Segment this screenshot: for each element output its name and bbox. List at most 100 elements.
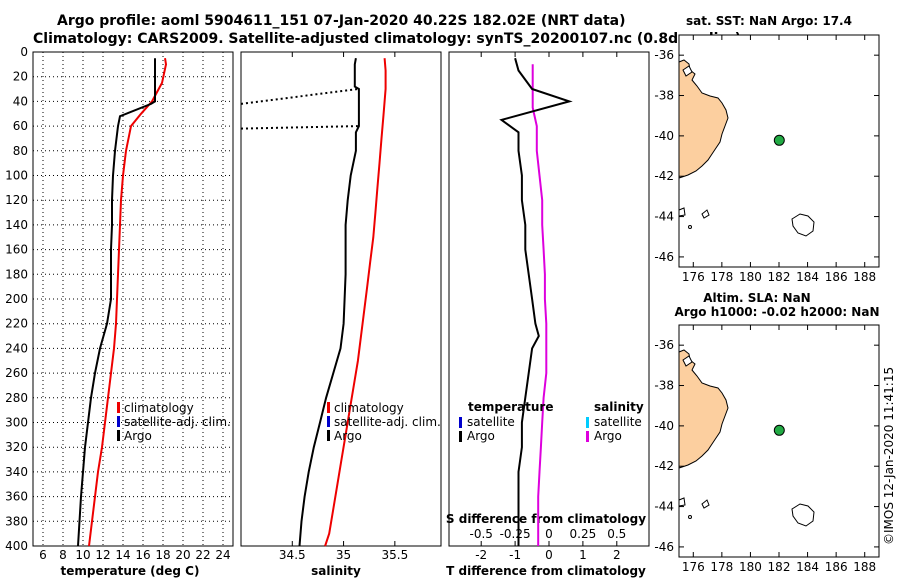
depth-tick-label: 240 <box>5 341 28 355</box>
depth-tick-label: 160 <box>5 243 28 257</box>
temperature-tick-label: 20 <box>175 548 190 562</box>
legend-label-satellite: satellite-adj. clim. <box>124 415 231 429</box>
difference-tick-marks <box>480 52 618 546</box>
depth-tick-label: 80 <box>13 144 28 158</box>
temperature-tick-label: 24 <box>215 548 230 562</box>
s-difference-tick-label: 0 <box>545 527 553 541</box>
latitude-tick-label: -42 <box>654 459 674 473</box>
latitude-tick-label: -36 <box>654 338 674 352</box>
temperature-tick-label: 10 <box>75 548 90 562</box>
depth-tick-label: 200 <box>5 292 28 306</box>
temperature-difference-argo-line <box>499 57 573 546</box>
longitude-tick-label: 184 <box>796 560 819 574</box>
temperature-axis-label: temperature (deg C) <box>61 564 200 578</box>
salinity-axis-label: salinity <box>311 564 361 578</box>
t-difference-tick-label: -2 <box>475 548 487 562</box>
depth-tick-label: 180 <box>5 267 28 281</box>
latitude-tick-label: -40 <box>654 129 674 143</box>
temperature-tick-label: 16 <box>135 548 150 562</box>
sla-map-latitude-ticks: -36 -38 -40 -42 -44 -46 <box>654 338 879 554</box>
legend-label-climatology: climatology <box>334 401 404 415</box>
depth-tick-label: 40 <box>13 94 28 108</box>
legend-swatch-argo <box>327 430 330 441</box>
latitude-tick-label: -36 <box>654 48 674 62</box>
temperature-panel: 0 20 40 60 80 100 120 140 160 180 200 220 240 260 280 3… <box>5 45 234 578</box>
sla-map-island <box>701 499 710 509</box>
t-difference-tick-label: -1 <box>509 548 521 562</box>
latitude-tick-label: -38 <box>654 379 674 393</box>
legend-swatch-climatology <box>327 402 330 413</box>
temperature-tick-label: 6 <box>39 548 47 562</box>
depth-tick-label: 20 <box>13 70 28 84</box>
depth-tick-label: 260 <box>5 366 28 380</box>
sla-map-panel: Altim. SLA: NaN Argo h1000: -0.02 h2000:… <box>654 291 879 574</box>
longitude-tick-label: 180 <box>739 560 762 574</box>
legend-title-salinity: salinity <box>594 400 644 414</box>
sla-map-longitude-ticks: 176 178 180 182 184 186 188 <box>682 325 876 574</box>
longitude-tick-label: 186 <box>825 270 848 284</box>
legend-label-s-argo: Argo <box>594 429 622 443</box>
longitude-tick-label: 188 <box>853 270 876 284</box>
s-difference-tick-label: 0.5 <box>607 527 626 541</box>
sla-map-island <box>791 503 815 527</box>
legend-label-climatology: climatology <box>124 401 194 415</box>
latitude-tick-label: -46 <box>654 250 674 264</box>
salinity-legend: climatology satellite-adj. clim. Argo <box>327 401 441 443</box>
t-difference-tick-label: 0 <box>545 548 553 562</box>
legend-swatch-t-satellite <box>459 417 462 428</box>
legend-label-t-argo: Argo <box>467 429 495 443</box>
latitude-tick-label: -42 <box>654 169 674 183</box>
figure-title-line-2: Climatology: CARS2009. Satellite-adjuste… <box>33 31 741 47</box>
salinity-tick-marks <box>291 52 396 546</box>
s-difference-tick-label: 0.25 <box>570 527 597 541</box>
sst-map-island <box>791 213 815 237</box>
sla-map-island <box>678 497 686 507</box>
difference-plot-frame <box>448 51 650 547</box>
latitude-tick-label: -44 <box>654 210 674 224</box>
salinity-climatology-line <box>324 58 387 547</box>
t-difference-tick-label: 1 <box>579 548 587 562</box>
sla-map-land <box>678 349 729 469</box>
depth-tick-label: 0 <box>20 45 28 59</box>
temperature-tick-label: 18 <box>155 548 170 562</box>
sla-map-title: Altim. SLA: NaN <box>703 291 810 305</box>
depth-tick-label: 340 <box>5 465 28 479</box>
sla-map-islet <box>688 515 692 519</box>
salinity-tick-label: 35.5 <box>381 548 408 562</box>
longitude-tick-label: 178 <box>710 270 733 284</box>
longitude-tick-label: 176 <box>682 270 705 284</box>
temperature-tick-label: 12 <box>95 548 110 562</box>
difference-panel: -2 -1 0 1 2 T difference from climatology S … <box>446 51 650 578</box>
legend-swatch-climatology <box>117 402 120 413</box>
depth-tick-label: 400 <box>5 539 28 553</box>
salinity-tick-label: 35 <box>336 548 351 562</box>
legend-label-argo: Argo <box>334 429 362 443</box>
sla-map-argo-marker <box>773 424 785 436</box>
depth-tick-label: 280 <box>5 391 28 405</box>
sst-map-island <box>701 209 710 219</box>
salinity-tick-labels: 34.5 35 35.5 <box>279 548 408 562</box>
footer-stamp: ©IMOS 12-Jan-2020 11:41:15 <box>882 367 896 545</box>
longitude-tick-label: 186 <box>825 560 848 574</box>
sst-map-islet <box>688 225 692 229</box>
salinity-argo-line <box>298 58 360 547</box>
longitude-tick-label: 182 <box>768 270 791 284</box>
depth-tick-label: 60 <box>13 119 28 133</box>
legend-label-argo: Argo <box>124 429 152 443</box>
t-difference-tick-labels: -2 -1 0 1 2 <box>475 548 620 562</box>
sst-map-island <box>682 65 693 77</box>
salinity-tick-label: 34.5 <box>279 548 306 562</box>
sst-map-panel: sat. SST: NaN Argo: 17.4 176 178 180 182 184… <box>654 14 880 284</box>
depth-tick-label: 100 <box>5 169 28 183</box>
legend-label-t-satellite: satellite <box>467 415 515 429</box>
longitude-tick-label: 184 <box>796 270 819 284</box>
latitude-tick-label: -46 <box>654 540 674 554</box>
longitude-tick-label: 180 <box>739 270 762 284</box>
legend-title-temperature: temperature <box>468 400 553 414</box>
t-difference-tick-label: 2 <box>613 548 621 562</box>
figure-title-line-1: Argo profile: aoml 5904611_151 07-Jan-20… <box>57 13 626 29</box>
temperature-argo-line <box>77 58 156 547</box>
t-difference-axis-label: T difference from climatology <box>446 564 646 578</box>
s-difference-axis-label: S difference from climatology <box>446 512 646 526</box>
legend-label-satellite: satellite-adj. clim. <box>334 415 441 429</box>
